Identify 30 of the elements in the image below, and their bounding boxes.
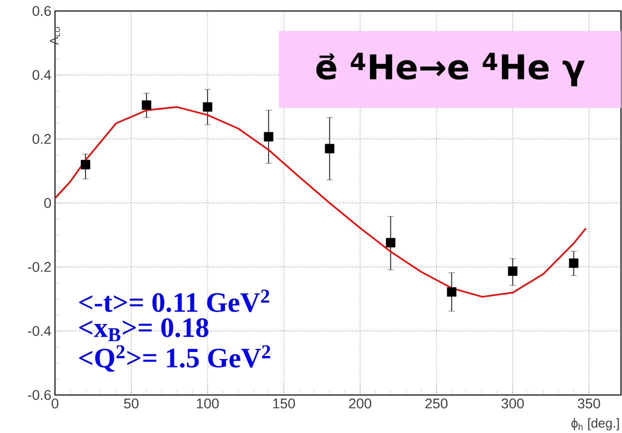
point — [202, 102, 212, 112]
text: e⃗ $^{4}$He→e $^{4}$He γ — [316, 52, 585, 86]
x-tick-label: 300 — [502, 398, 524, 408]
point — [80, 160, 90, 170]
y-tick-label: -0.6 — [28, 390, 51, 400]
point — [142, 100, 152, 110]
point — [386, 238, 396, 248]
point — [446, 287, 456, 297]
y-tick-label: 0 — [44, 198, 51, 208]
point — [569, 258, 578, 268]
annotation: <x$_{B}$>= 0.18 — [79, 318, 208, 342]
point — [324, 144, 334, 154]
point — [508, 266, 518, 276]
y-axis-title: A$_{LU}$ — [50, 27, 60, 45]
annotation: <Q$^{2}$>= 1.5 GeV$^{2}$ — [79, 345, 270, 372]
x-axis-title: ϕ$_{h}$ [deg.] — [571, 418, 619, 430]
y-tick-label: 0.2 — [32, 134, 51, 144]
x-tick-label: 200 — [349, 398, 372, 408]
point — [264, 132, 274, 142]
y-tick-label: 0.4 — [32, 70, 52, 80]
x-tick-label: 150 — [273, 398, 295, 408]
x-tick-label: 0 — [52, 398, 58, 408]
annotation: <-t>= 0.11 GeV$^{2}$ — [79, 290, 270, 312]
x-tick-label: 350 — [578, 398, 600, 408]
y-tick-label: -0.2 — [28, 262, 51, 272]
x-tick-label: 100 — [196, 398, 219, 408]
x-tick-label: 250 — [425, 398, 448, 408]
y-tick-label: -0.4 — [28, 326, 52, 336]
x-tick-label: 50 — [124, 398, 139, 408]
y-tick-label: 0.6 — [32, 6, 51, 16]
